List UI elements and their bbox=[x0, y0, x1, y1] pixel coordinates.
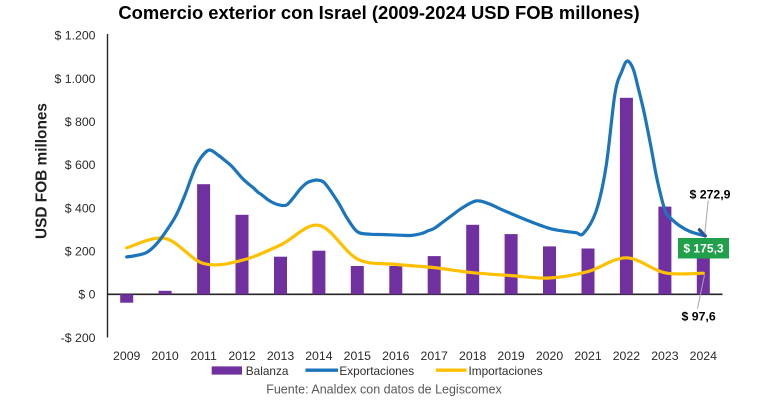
svg-text:2015: 2015 bbox=[344, 349, 372, 363]
svg-text:$ 1.200: $ 1.200 bbox=[54, 29, 95, 43]
svg-text:2009: 2009 bbox=[113, 349, 141, 363]
svg-text:2022: 2022 bbox=[613, 349, 641, 363]
svg-text:USD FOB millones: USD FOB millones bbox=[34, 103, 51, 239]
svg-text:$ 1.000: $ 1.000 bbox=[54, 72, 95, 86]
svg-text:Fuente: Analdex con datos de L: Fuente: Analdex con datos de Legiscomex bbox=[266, 382, 502, 396]
svg-text:2024: 2024 bbox=[690, 349, 718, 363]
svg-text:-$ 200: -$ 200 bbox=[61, 331, 96, 345]
svg-text:2023: 2023 bbox=[651, 349, 679, 363]
svg-text:Balanza: Balanza bbox=[246, 364, 289, 378]
svg-text:2012: 2012 bbox=[228, 349, 256, 363]
svg-text:Exportaciones: Exportaciones bbox=[339, 364, 414, 378]
svg-text:$ 400: $ 400 bbox=[65, 201, 96, 215]
svg-text:$ 200: $ 200 bbox=[65, 245, 96, 259]
svg-text:2013: 2013 bbox=[267, 349, 295, 363]
svg-text:$ 800: $ 800 bbox=[65, 115, 96, 129]
svg-text:Comercio exterior con Israel (: Comercio exterior con Israel (2009-2024 … bbox=[118, 2, 639, 23]
svg-text:2019: 2019 bbox=[497, 349, 525, 363]
svg-text:2018: 2018 bbox=[459, 349, 487, 363]
svg-text:$ 0: $ 0 bbox=[78, 288, 95, 302]
svg-text:$ 600: $ 600 bbox=[65, 158, 96, 172]
svg-text:2017: 2017 bbox=[421, 349, 449, 363]
svg-text:2020: 2020 bbox=[536, 349, 564, 363]
svg-text:Importaciones: Importaciones bbox=[469, 364, 543, 378]
svg-text:2016: 2016 bbox=[382, 349, 410, 363]
svg-text:2014: 2014 bbox=[305, 349, 333, 363]
svg-text:$ 175,3: $ 175,3 bbox=[683, 242, 724, 256]
svg-text:2010: 2010 bbox=[151, 349, 179, 363]
svg-text:$ 272,9: $ 272,9 bbox=[689, 187, 730, 201]
svg-text:2011: 2011 bbox=[190, 349, 217, 363]
svg-text:2021: 2021 bbox=[574, 349, 602, 363]
svg-text:$ 97,6: $ 97,6 bbox=[681, 310, 715, 324]
